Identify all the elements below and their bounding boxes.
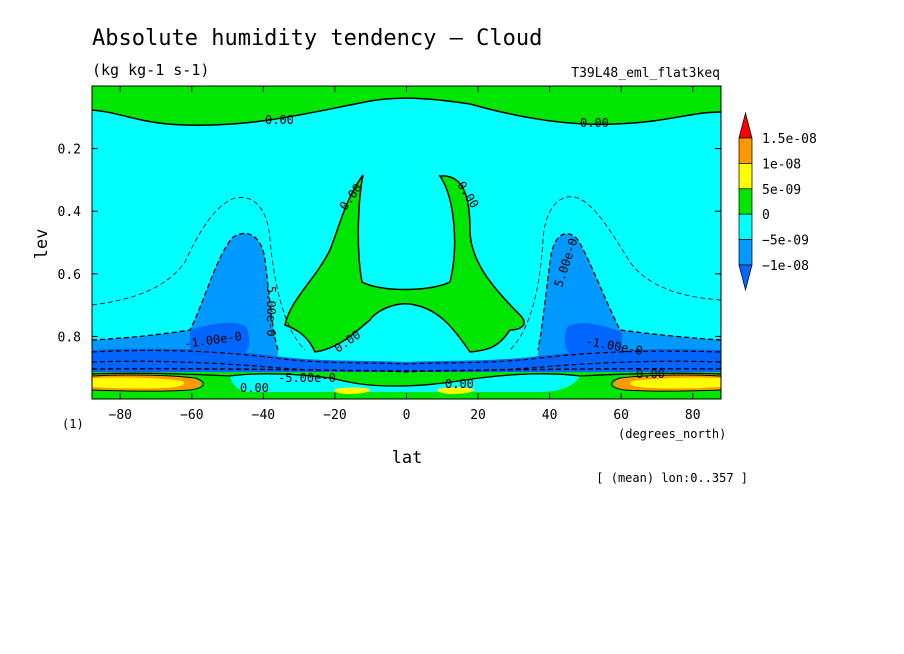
colorbar-box <box>738 239 753 266</box>
contour-bl-dashed-3 <box>92 368 721 372</box>
lat-unit: (degrees_north) <box>618 427 726 441</box>
colorbar-label: 5e-09 <box>762 183 801 198</box>
contour-label: 0.00 <box>265 113 294 127</box>
x-tick-label: −20 <box>323 408 346 423</box>
chart-title: Absolute humidity tendency — Cloud <box>92 26 542 51</box>
field-equatorial-surface-max-2 <box>437 387 475 394</box>
x-axis-label: lat <box>392 448 423 468</box>
contour-surface-zero <box>92 372 721 387</box>
lev-unit: (1) <box>62 417 84 431</box>
contour-south-neg-dashed-outer <box>92 197 306 351</box>
contour-bl-dashed-2 <box>92 360 721 373</box>
colorbar-label: −5e-09 <box>762 234 809 249</box>
mean-note: [ (mean) lon:0..357 ] <box>596 471 748 485</box>
contour-label: 0.00 <box>445 377 474 391</box>
colorbar: 1.5e-08 1e-08 5e-09 0 −5e-09 −1e-08 <box>738 111 817 292</box>
contour-bl-dashed-1 <box>92 349 721 365</box>
colorbar-min-arrow <box>738 264 753 292</box>
y-tick-label: 0.8 <box>58 330 81 345</box>
y-axis: 0.2 0.4 0.6 0.8 <box>58 143 721 345</box>
field-equatorial-surface-max <box>334 387 371 394</box>
contour-label: 0.00 <box>636 367 665 381</box>
contour-north-polar-pos <box>611 374 721 392</box>
contour-south-polar-pos <box>92 374 204 392</box>
contour-label: -5.00e-0 <box>278 371 336 385</box>
run-name: T39L48_eml_flat3keq <box>571 66 720 81</box>
contour-label: 5.00e-0 <box>264 286 278 337</box>
colorbar-label: 1.5e-08 <box>762 132 817 147</box>
y-axis-label: lev <box>32 229 52 260</box>
contour-south-neg-dashed-inner <box>92 232 279 351</box>
contour-top-zero <box>92 97 721 126</box>
y-tick-label: 0.4 <box>58 205 82 220</box>
field-north-polar-max <box>630 377 721 389</box>
field-boundary-layer-min <box>92 348 721 372</box>
x-tick-label: 0 <box>403 408 411 423</box>
contour-tropical-zero <box>284 174 525 353</box>
colorbar-label: −1e-08 <box>762 259 809 274</box>
contour-label: 0.00 <box>240 381 269 395</box>
field-top-zero-band <box>92 86 721 126</box>
x-tick-label: 20 <box>470 408 486 423</box>
colorbar-max-arrow <box>738 111 753 139</box>
colorbar-box <box>738 188 753 215</box>
chart-units: (kg kg-1 s-1) <box>92 61 209 79</box>
x-tick-label: −40 <box>252 408 275 423</box>
y-tick-label: 0.6 <box>58 268 81 283</box>
x-tick-label: 60 <box>613 408 629 423</box>
x-tick-label: −80 <box>109 408 132 423</box>
colorbar-box <box>738 213 753 240</box>
contour-north-neg-dashed-inner <box>537 233 721 351</box>
colorbar-label: 0 <box>762 208 770 223</box>
field-surface-cyan-dip <box>230 373 580 392</box>
x-tick-label: 80 <box>685 408 701 423</box>
field-south-polar-max <box>92 377 185 389</box>
colorbar-box <box>738 163 753 190</box>
field-bl-north-core <box>564 323 622 356</box>
contour-label: 0.00 <box>580 116 609 130</box>
plot-area: 0.00 0.00 0.00 0.00 0.00 0.00 -1.00e-0 -… <box>92 86 721 399</box>
x-tick-label: 40 <box>542 408 558 423</box>
colorbar-box <box>738 137 753 164</box>
y-tick-label: 0.2 <box>58 143 81 158</box>
x-tick-label: −60 <box>180 408 203 423</box>
x-axis: −80 −60 −40 −20 0 20 40 60 80 <box>109 86 701 423</box>
field-bl-south-core <box>190 323 250 356</box>
colorbar-label: 1e-08 <box>762 157 801 172</box>
contour-north-neg-dashed-outer <box>509 196 721 351</box>
field-tropical-positive <box>285 175 525 352</box>
